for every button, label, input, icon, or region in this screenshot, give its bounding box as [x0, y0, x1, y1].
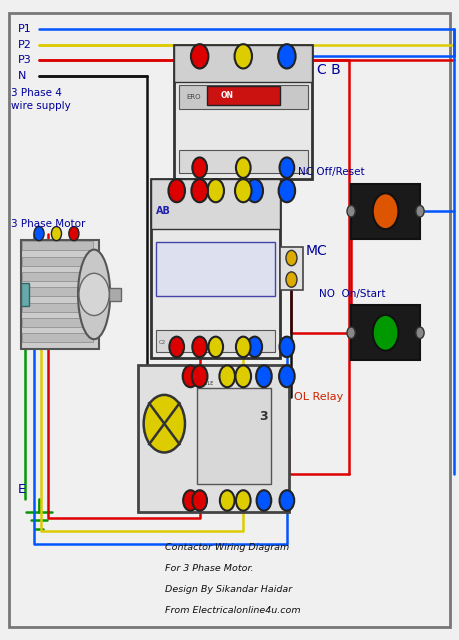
Circle shape [220, 490, 235, 511]
Bar [109, 288, 121, 301]
Bar [280, 247, 303, 291]
Circle shape [235, 179, 252, 202]
Circle shape [69, 227, 79, 241]
Text: C2: C2 [158, 340, 166, 345]
Circle shape [79, 273, 109, 316]
Circle shape [278, 44, 296, 68]
Text: P1: P1 [18, 24, 32, 34]
Text: ON: ON [220, 92, 233, 100]
Bar [351, 305, 420, 360]
Circle shape [246, 179, 263, 202]
Bar [22, 257, 93, 266]
Circle shape [373, 315, 398, 351]
Text: 3: 3 [259, 410, 268, 423]
Circle shape [191, 179, 208, 202]
Text: Design By Sikandar Haidar: Design By Sikandar Haidar [165, 585, 292, 594]
Text: OL Relay: OL Relay [294, 392, 343, 402]
Circle shape [219, 365, 235, 387]
Circle shape [416, 327, 424, 339]
Circle shape [373, 193, 398, 229]
Bar [22, 318, 93, 327]
Bar [351, 184, 420, 239]
Bar [151, 179, 280, 358]
Circle shape [236, 490, 251, 511]
Text: ERO: ERO [186, 94, 201, 100]
Circle shape [257, 490, 271, 511]
Bar [22, 241, 93, 250]
Circle shape [207, 179, 224, 202]
Bar [22, 287, 93, 296]
Circle shape [183, 490, 198, 511]
Text: From Electricalonline4u.com: From Electricalonline4u.com [165, 606, 301, 615]
Circle shape [144, 395, 185, 452]
Circle shape [169, 337, 184, 357]
Circle shape [183, 365, 198, 387]
Circle shape [286, 250, 297, 266]
Circle shape [192, 337, 207, 357]
Circle shape [280, 337, 294, 357]
Circle shape [247, 337, 262, 357]
Text: C B: C B [317, 63, 341, 77]
Circle shape [347, 205, 355, 217]
Bar [179, 85, 308, 109]
Circle shape [347, 327, 355, 339]
Text: MC: MC [305, 244, 327, 258]
Bar [207, 86, 280, 106]
Circle shape [168, 179, 185, 202]
Bar [21, 283, 29, 306]
Bar [22, 333, 93, 342]
Circle shape [192, 157, 207, 178]
Circle shape [279, 365, 295, 387]
Circle shape [256, 365, 272, 387]
Circle shape [235, 365, 251, 387]
Bar [156, 242, 275, 296]
Text: N: N [18, 70, 27, 81]
Circle shape [192, 365, 207, 387]
Bar [174, 45, 312, 83]
Circle shape [192, 490, 207, 511]
Text: Contactor Wiring Diagram: Contactor Wiring Diagram [165, 543, 290, 552]
Text: AB: AB [156, 207, 171, 216]
Text: NC Off/Reset: NC Off/Reset [298, 167, 365, 177]
Bar [151, 179, 280, 229]
Circle shape [34, 227, 44, 241]
Text: For 3 Phase Motor.: For 3 Phase Motor. [165, 564, 254, 573]
Bar [174, 45, 312, 179]
Circle shape [191, 44, 208, 68]
Bar [22, 303, 93, 312]
Circle shape [236, 337, 251, 357]
Text: P3: P3 [18, 55, 32, 65]
Circle shape [280, 157, 294, 178]
Text: 3 Phase Motor: 3 Phase Motor [11, 219, 86, 229]
Circle shape [416, 205, 424, 217]
Bar [179, 150, 308, 173]
Circle shape [280, 490, 294, 511]
Circle shape [235, 44, 252, 68]
Text: 3 Phase 4: 3 Phase 4 [11, 88, 62, 98]
Circle shape [236, 157, 251, 178]
Circle shape [279, 179, 295, 202]
Text: NO  On/Start: NO On/Start [319, 289, 386, 299]
Text: RELE: RELE [202, 381, 214, 387]
Ellipse shape [78, 250, 110, 339]
Text: E: E [17, 483, 25, 496]
Bar [21, 240, 99, 349]
Circle shape [286, 272, 297, 287]
Circle shape [51, 227, 62, 241]
Text: P2: P2 [18, 40, 32, 50]
Bar [197, 388, 271, 484]
Circle shape [208, 337, 223, 357]
Bar [22, 272, 93, 281]
Text: wire supply: wire supply [11, 100, 71, 111]
Bar [156, 330, 275, 352]
Bar [138, 365, 289, 512]
